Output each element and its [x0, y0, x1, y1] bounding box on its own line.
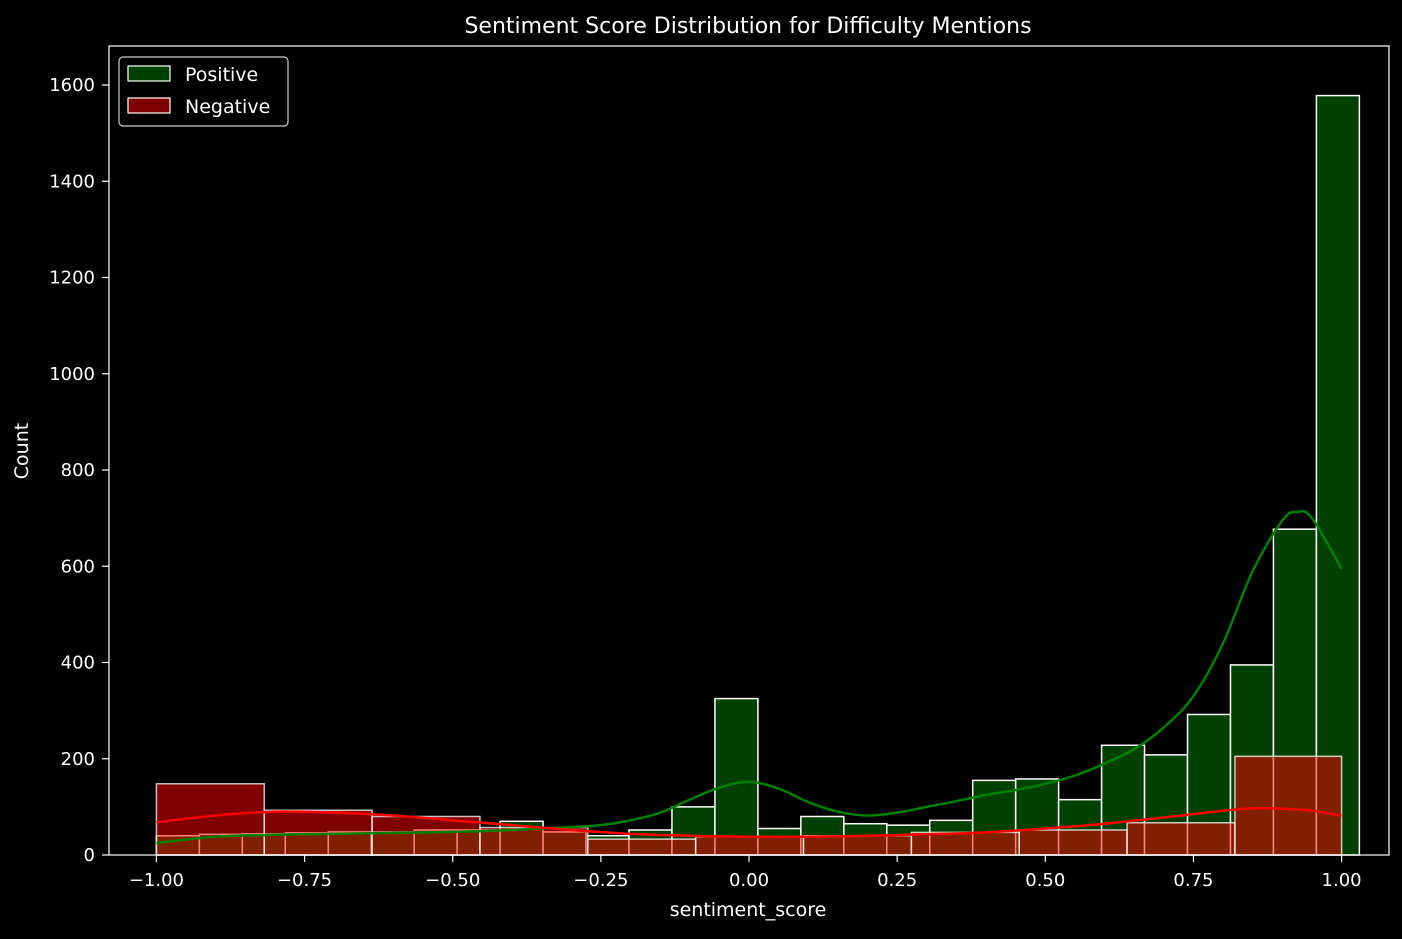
negative-bar-2: [371, 815, 481, 856]
x-tick-label-3: −0.25: [573, 870, 628, 891]
negative-bar-8: [1018, 829, 1128, 856]
negative-kde-line: [156, 806, 1342, 839]
x-tick-label-7: 0.75: [1173, 870, 1213, 891]
x-tick-label-8: 1.00: [1322, 870, 1362, 891]
positive-bar-27: [1315, 94, 1361, 856]
y-tick-label-8: 1600: [49, 75, 95, 96]
x-axis-label: sentiment_score: [670, 899, 827, 921]
negative-bar-6: [802, 835, 913, 856]
x-tick-label-5: 0.25: [877, 870, 917, 891]
y-tick-label-2: 400: [61, 653, 95, 674]
legend-label-negative: Negative: [185, 96, 270, 118]
negative-bar-4: [587, 838, 697, 856]
y-tick-label-3: 600: [61, 556, 95, 577]
y-tick-label-6: 1200: [49, 268, 95, 289]
negative-bar-5: [694, 835, 805, 856]
x-tick-label-4: 0.00: [729, 870, 769, 891]
negative-bars-group: [155, 755, 1343, 856]
x-tick-label-0: −1.00: [129, 870, 184, 891]
x-axis-ticks: −1.00 −0.75 −0.50 −0.25 0.00 0.25 0.50 0.75 1.00: [129, 855, 1362, 891]
legend-swatch-positive: [127, 65, 171, 82]
x-tick-label-1: −0.75: [277, 870, 332, 891]
legend-label-positive: Positive: [185, 64, 258, 86]
chart-title: Sentiment Score Distribution for Difficu…: [464, 14, 1031, 39]
negative-bar-9: [1126, 822, 1236, 856]
x-tick-label-6: 0.50: [1025, 870, 1065, 891]
y-tick-label-0: 0: [84, 845, 95, 866]
y-tick-label-7: 1400: [49, 171, 95, 192]
y-axis-label: Count: [11, 423, 33, 479]
x-tick-label-2: −0.50: [425, 870, 480, 891]
y-tick-label-5: 1000: [49, 364, 95, 385]
legend: Positive Negative: [118, 56, 289, 127]
negative-bar-3: [479, 826, 589, 856]
kde-lines-group: [156, 509, 1343, 845]
negative-bar-7: [910, 831, 1020, 856]
negative-bar-10: [1234, 755, 1343, 856]
legend-swatch-negative: [127, 97, 171, 114]
y-tick-label-4: 800: [61, 460, 95, 481]
y-tick-label-1: 200: [61, 749, 95, 770]
y-axis-ticks: 0 200 400 600 800 1000 1200 1400 1600: [49, 75, 109, 866]
positive-kde-line: [156, 509, 1343, 845]
positive-bar-13: [714, 697, 759, 856]
